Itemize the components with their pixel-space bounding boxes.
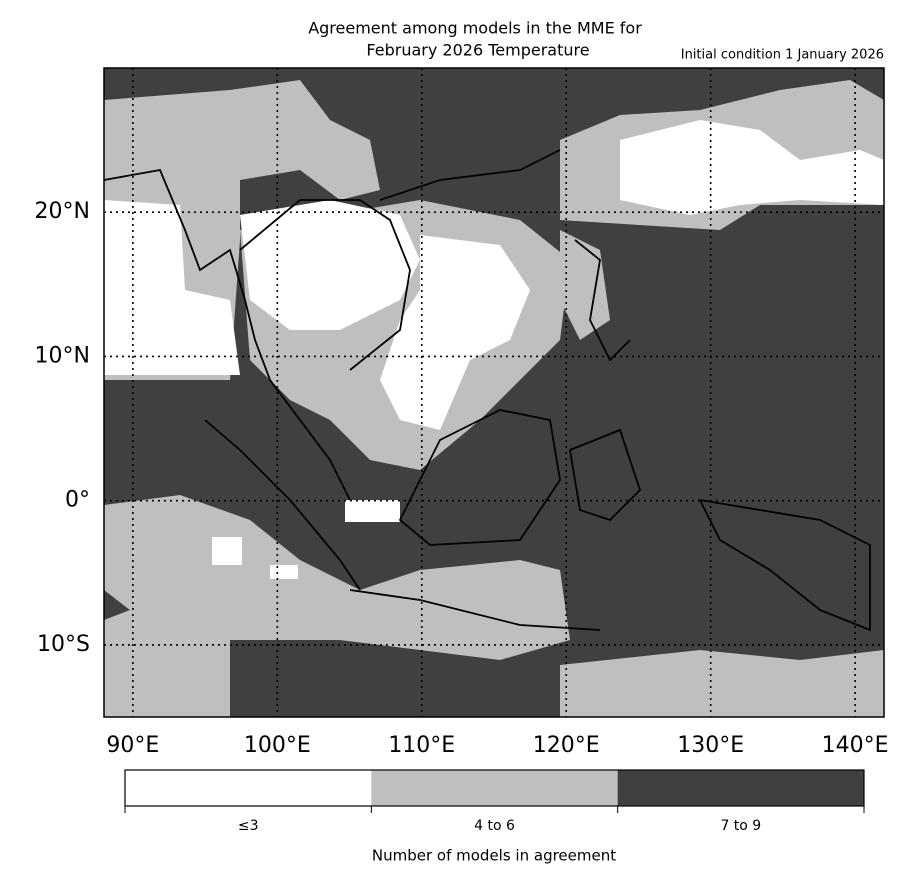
y-tick-label: 10°S <box>37 632 90 657</box>
colorbar-cell <box>371 770 618 806</box>
x-tick-label: 100°E <box>244 733 311 758</box>
title-line: February 2026 Temperature <box>366 41 589 60</box>
colorbar-label: 4 to 6 <box>474 818 515 834</box>
colorbar-label: 7 to 9 <box>720 818 761 834</box>
colorbar-cell <box>125 770 372 806</box>
x-tick-label: 120°E <box>533 733 600 758</box>
y-tick-label: 20°N <box>35 199 90 224</box>
agreement-field <box>104 68 884 717</box>
colorbar-frame <box>124 769 865 807</box>
x-tick-label: 130°E <box>677 733 744 758</box>
y-tick-label: 10°N <box>35 343 90 368</box>
title-line: Agreement among models in the MME for <box>308 19 642 38</box>
x-tick-label: 90°E <box>106 733 159 758</box>
colorbar-title: Number of models in agreement <box>372 847 616 865</box>
x-tick-label: 140°E <box>822 733 889 758</box>
y-tick-label: 0° <box>65 488 90 513</box>
x-tick-label: 110°E <box>388 733 455 758</box>
colorbar-label: ≤3 <box>238 818 259 834</box>
colorbar-cell <box>617 770 864 806</box>
subtitle: Initial condition 1 January 2026 <box>681 48 884 63</box>
map-frame <box>103 67 885 718</box>
